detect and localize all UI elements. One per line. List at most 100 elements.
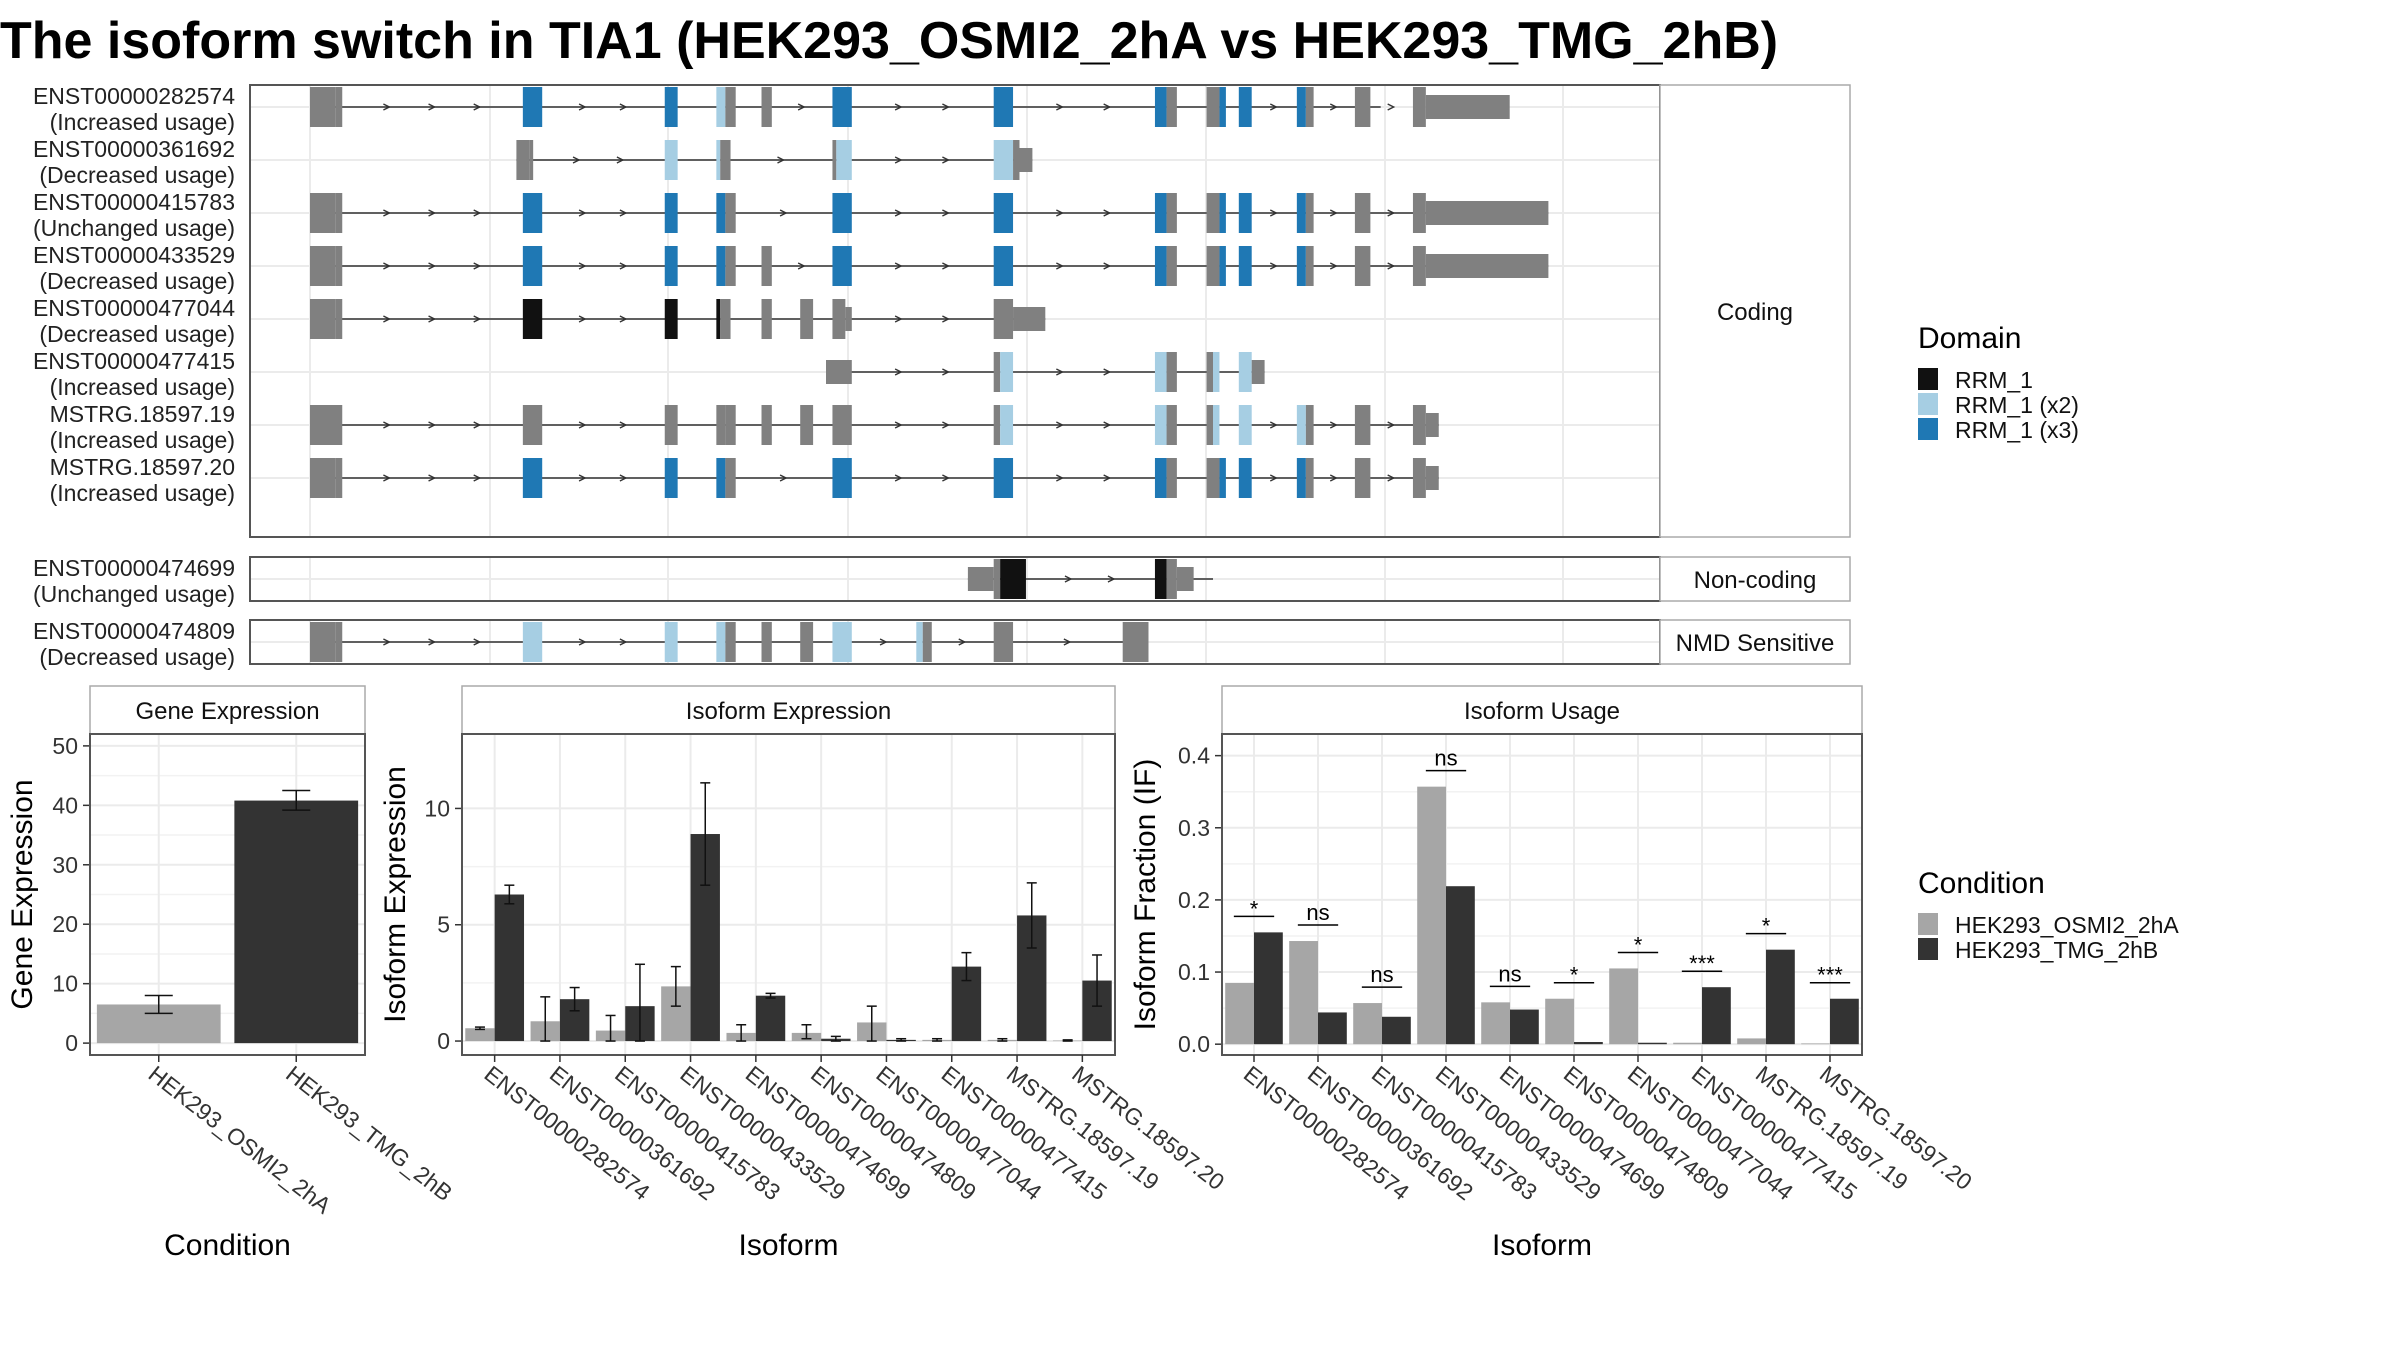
exon — [335, 458, 343, 498]
domain-exon — [716, 622, 726, 662]
domain-exon — [1219, 458, 1226, 498]
structure-strip — [1659, 84, 1851, 538]
direction-arrow — [942, 103, 950, 111]
direction-arrow — [428, 638, 437, 646]
direction-arrow — [894, 421, 903, 429]
domain-exon — [1154, 559, 1167, 599]
direction-arrow — [383, 262, 391, 270]
domain-exon — [1219, 246, 1226, 286]
domain-exon — [1213, 352, 1220, 392]
exon — [1166, 352, 1177, 392]
direction-arrow — [894, 209, 903, 217]
direction-arrow — [1329, 421, 1338, 429]
direction-arrow — [428, 474, 437, 482]
direction-arrow — [428, 315, 437, 323]
transcript-label: ENST00000433529 (Decreased usage) — [33, 242, 235, 294]
bar-enst00000361692-hek293-tmg-2hb — [1318, 1012, 1347, 1045]
y-tick-label: 5 — [437, 912, 450, 938]
exon — [993, 405, 1001, 445]
domain-exon — [832, 193, 852, 233]
domain-exon — [1154, 87, 1167, 127]
transcript-label: ENST00000361692 (Decreased usage) — [33, 136, 235, 188]
direction-arrow — [578, 638, 587, 646]
transcript-id: MSTRG.18597.20 — [50, 454, 235, 480]
x-axis-title: Isoform — [738, 1229, 838, 1262]
exon — [335, 246, 343, 286]
domain-exon — [522, 622, 543, 662]
exon — [993, 299, 1014, 339]
exon — [1412, 87, 1426, 127]
condition-legend-label-osmi2: HEK293_OSMI2_2hA — [1955, 912, 2179, 938]
domain-exon — [1154, 458, 1167, 498]
domain-exon — [993, 193, 1014, 233]
domain-exon — [993, 87, 1014, 127]
domain-exon — [1238, 246, 1252, 286]
direction-arrow — [942, 209, 950, 217]
direction-arrow — [797, 103, 806, 111]
exon — [922, 622, 932, 662]
domain-exon — [522, 87, 543, 127]
direction-arrow — [383, 315, 391, 323]
utr-exon — [1019, 148, 1033, 172]
exon — [725, 458, 736, 498]
domain-exon — [993, 246, 1014, 286]
direction-arrow — [473, 103, 482, 111]
transcript-usage: (Increased usage) — [50, 109, 235, 135]
direction-arrow — [578, 421, 587, 429]
direction-arrow — [1056, 209, 1064, 217]
domain-exon — [522, 246, 543, 286]
transcript-id: ENST00000474809 — [33, 618, 235, 644]
direction-arrow — [1103, 421, 1112, 429]
structure-strip — [1659, 619, 1851, 665]
bar-mstrg-18597-19-hek293-tmg-2hb — [1766, 949, 1795, 1045]
y-tick-label: 0.1 — [1178, 959, 1210, 985]
domain-legend-swatch-rrm1 — [1918, 368, 1938, 390]
bar-enst00000415783-hek293-tmg-2hb — [1382, 1016, 1411, 1045]
exon — [1412, 246, 1426, 286]
chart-panel-border — [89, 733, 366, 1056]
exon — [1354, 246, 1371, 286]
condition-legend-title: Condition — [1918, 867, 2045, 900]
direction-arrow — [383, 474, 391, 482]
direction-arrow — [1056, 421, 1064, 429]
domain-exon — [1154, 246, 1167, 286]
significance-label: * — [1762, 914, 1771, 939]
structure-panel-nmd: ENST00000474809 (Decreased usage) NMD Sens… — [33, 618, 1851, 670]
direction-arrow — [1056, 262, 1064, 270]
bar-enst00000474699-hek293-osmi2-2ha — [1481, 1002, 1510, 1045]
domain-legend-label-rrm1-x2: RRM_1 (x2) — [1955, 392, 2079, 418]
y-tick-label: 20 — [52, 911, 78, 937]
direction-arrow — [473, 209, 482, 217]
exon — [725, 405, 736, 445]
transcript-id: ENST00000474699 — [33, 555, 235, 581]
transcript-usage: (Decreased usage) — [39, 268, 235, 294]
exon — [800, 622, 814, 662]
domain-exon — [664, 193, 678, 233]
exon — [1166, 405, 1177, 445]
transcript-structure-plot: ENST00000282574 (Increased usage)ENST0000… — [33, 83, 1851, 670]
utr-exon — [1013, 307, 1046, 331]
transcript-usage: (Decreased usage) — [39, 644, 235, 670]
direction-arrow — [894, 474, 903, 482]
direction-arrow — [1269, 421, 1278, 429]
bar-enst00000477044-hek293-tmg-2hb — [1638, 1042, 1667, 1045]
chart-panel-border — [1221, 733, 1863, 1056]
exon — [1354, 193, 1371, 233]
transcript-enst00000415783 — [310, 193, 1549, 233]
direction-arrow — [619, 421, 628, 429]
exon — [1166, 458, 1177, 498]
exon — [1166, 193, 1177, 233]
direction-arrow — [619, 103, 628, 111]
transcript-mstrg-18597-20 — [310, 458, 1439, 498]
direction-arrow — [1387, 103, 1396, 111]
domain-legend: Domain RRM_1 RRM_1 (x2) RRM_1 (x3) — [1918, 322, 2079, 443]
bar-enst00000477415-hek293-tmg-2hb — [1702, 987, 1731, 1045]
structure-panel-coding: ENST00000282574 (Increased usage)ENST0000… — [33, 83, 1851, 538]
exon — [993, 559, 1001, 599]
domain-exon — [1238, 458, 1252, 498]
y-tick-label: 30 — [52, 852, 78, 878]
direction-arrow — [779, 209, 788, 217]
direction-arrow — [578, 262, 587, 270]
direction-arrow — [1387, 421, 1396, 429]
y-tick-label: 10 — [424, 795, 450, 821]
